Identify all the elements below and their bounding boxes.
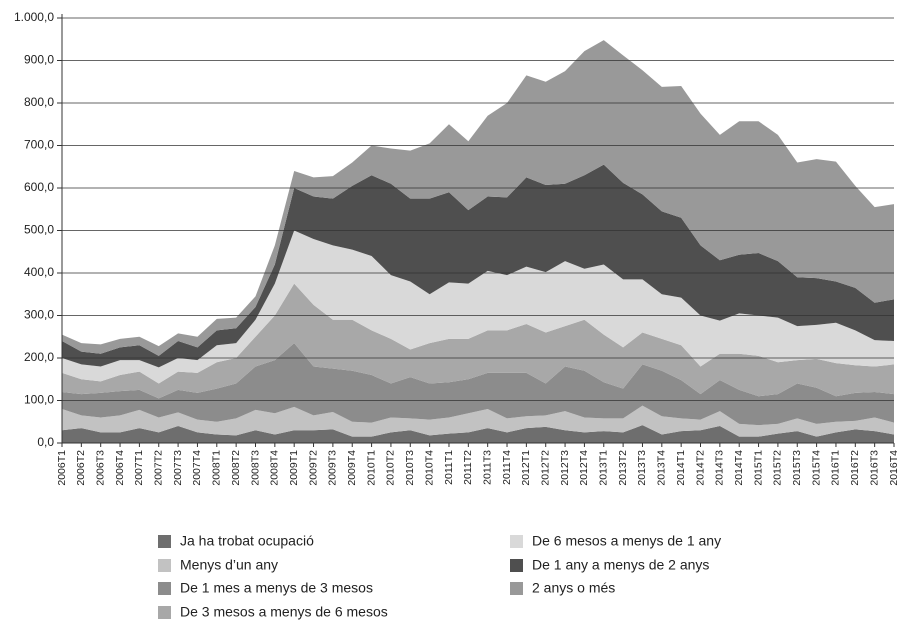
y-tick-label: 500,0: [24, 223, 54, 237]
y-tick-label: 100,0: [24, 393, 54, 407]
y-tick-label: 1.000,0: [14, 10, 54, 24]
area: [62, 283, 894, 399]
legend-swatch: [158, 582, 171, 595]
x-tick-label: 2012T2: [540, 450, 552, 486]
x-tick-label: 2009T2: [307, 450, 319, 486]
legend-label: De 6 mesos a menys de 1 any: [532, 533, 721, 549]
area: [62, 40, 894, 356]
y-tick-label: 600,0: [24, 180, 54, 194]
x-tick-label: 2007T2: [153, 450, 165, 486]
x-tick-label: 2011T1: [443, 450, 455, 485]
legend-item: Menys d’un any: [158, 557, 278, 573]
area: [62, 164, 894, 368]
x-tick-label: 2007T1: [133, 450, 145, 486]
x-tick-label: 2012T4: [578, 450, 590, 486]
y-tick-label: 900,0: [24, 53, 54, 67]
x-tick-label: 2015T3: [791, 450, 803, 486]
area: [62, 230, 894, 384]
legend-item: De 3 mesos a menys de 6 mesos: [158, 604, 388, 620]
legend-label: Menys d’un any: [180, 557, 278, 573]
x-tick-label: 2006T2: [75, 450, 87, 486]
y-tick-label: 400,0: [24, 265, 54, 279]
y-tick-label: 300,0: [24, 308, 54, 322]
x-tick-label: 2008T2: [230, 450, 242, 486]
legend-item: De 1 mes a menys de 3 mesos: [158, 580, 373, 596]
x-tick-label: 2014T3: [714, 450, 726, 486]
y-tick-label: 200,0: [24, 350, 54, 364]
x-tick-label: 2008T1: [211, 450, 223, 486]
legend-swatch: [510, 582, 523, 595]
x-tick-label: 2007T3: [172, 450, 184, 486]
x-tick-label: 2015T4: [810, 450, 822, 486]
x-tick-label: 2006T3: [94, 450, 106, 486]
y-tick-label: 700,0: [24, 138, 54, 152]
legend-label: De 3 mesos a menys de 6 mesos: [180, 604, 388, 620]
x-tick-label: 2006T1: [56, 450, 68, 486]
area: [62, 425, 894, 443]
legend-swatch: [158, 535, 171, 548]
x-tick-label: 2011T4: [501, 450, 513, 485]
x-tick-label: 2010T4: [423, 450, 435, 486]
legend-item: De 6 mesos a menys de 1 any: [510, 533, 721, 549]
x-tick-label: 2014T2: [694, 450, 706, 486]
area: [62, 343, 894, 426]
x-tick-label: 2009T1: [288, 450, 300, 486]
x-tick-label: 2010T1: [365, 450, 377, 486]
area: [62, 405, 894, 437]
x-tick-label: 2010T3: [404, 450, 416, 486]
x-tick-label: 2012T1: [520, 450, 532, 486]
x-tick-label: 2011T2: [462, 450, 474, 485]
legend-swatch: [510, 559, 523, 572]
x-tick-label: 2013T1: [598, 450, 610, 486]
legend-label: 2 anys o més: [532, 580, 615, 596]
x-tick-label: 2015T1: [752, 450, 764, 486]
legend-label: Ja ha trobat ocupació: [180, 533, 314, 549]
x-tick-label: 2013T2: [617, 450, 629, 486]
legend-swatch: [158, 606, 171, 619]
legend-swatch: [510, 535, 523, 548]
x-tick-label: 2016T3: [868, 450, 880, 486]
x-tick-label: 2008T4: [269, 450, 281, 486]
legend-item: Ja ha trobat ocupació: [158, 533, 314, 549]
x-tick-label: 2006T4: [114, 450, 126, 486]
y-tick-label: 0,0: [37, 435, 54, 449]
x-tick-label: 2016T1: [830, 450, 842, 486]
x-tick-label: 2009T3: [327, 450, 339, 486]
x-tick-label: 2013T3: [636, 450, 648, 486]
x-tick-label: 2011T3: [481, 450, 493, 485]
x-tick-label: 2012T3: [559, 450, 571, 486]
legend-item: 2 anys o més: [510, 580, 615, 596]
x-tick-label: 2014T1: [675, 450, 687, 486]
x-tick-label: 2008T3: [249, 450, 261, 486]
legend-label: De 1 any a menys de 2 anys: [532, 557, 709, 573]
x-tick-label: 2010T2: [385, 450, 397, 486]
legend-label: De 1 mes a menys de 3 mesos: [180, 580, 373, 596]
x-tick-label: 2009T4: [346, 450, 358, 486]
legend-swatch: [158, 559, 171, 572]
x-tick-label: 2007T4: [191, 450, 203, 486]
y-tick-label: 800,0: [24, 95, 54, 109]
x-tick-label: 2016T2: [849, 450, 861, 486]
x-tick-label: 2013T4: [656, 450, 668, 486]
x-tick-label: 2016T4: [888, 450, 899, 486]
legend-item: De 1 any a menys de 2 anys: [510, 557, 709, 573]
x-tick-label: 2014T4: [733, 450, 745, 486]
x-tick-label: 2015T2: [772, 450, 784, 486]
